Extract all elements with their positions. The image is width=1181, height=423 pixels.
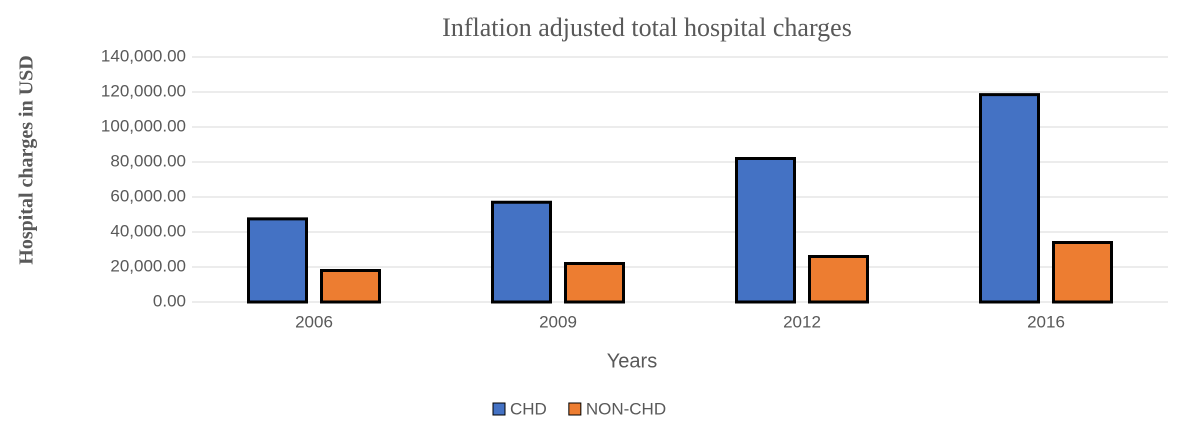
legend-swatch [568, 402, 582, 416]
bar [979, 93, 1040, 304]
y-tick-label: 100,000.00 [101, 116, 186, 135]
bar [247, 217, 308, 304]
bar [564, 262, 625, 304]
x-tick-label: 2006 [295, 312, 333, 331]
x-tick-label: 2009 [539, 312, 577, 331]
y-tick-label: 140,000.00 [101, 46, 186, 65]
y-tick-label: 120,000.00 [101, 81, 186, 100]
y-axis-label: Hospital charges in USD [16, 55, 38, 264]
y-tick-label: 20,000.00 [110, 256, 186, 275]
bar [808, 255, 869, 304]
bar [735, 157, 796, 304]
y-tick-label: 80,000.00 [110, 151, 186, 170]
legend-label: CHD [510, 399, 547, 418]
bar [491, 200, 552, 304]
x-tick-label: 2016 [1027, 312, 1065, 331]
legend-swatch [492, 402, 506, 416]
y-tick-label: 0.00 [153, 291, 186, 310]
x-tick-label: 2012 [783, 312, 821, 331]
x-axis-label: Years [607, 350, 657, 372]
bar [1052, 241, 1113, 304]
y-tick-label: 40,000.00 [110, 221, 186, 240]
y-tick-label: 60,000.00 [110, 186, 186, 205]
bar [320, 269, 381, 304]
chart-title: Inflation adjusted total hospital charge… [442, 13, 852, 42]
legend-label: NON-CHD [586, 399, 666, 418]
